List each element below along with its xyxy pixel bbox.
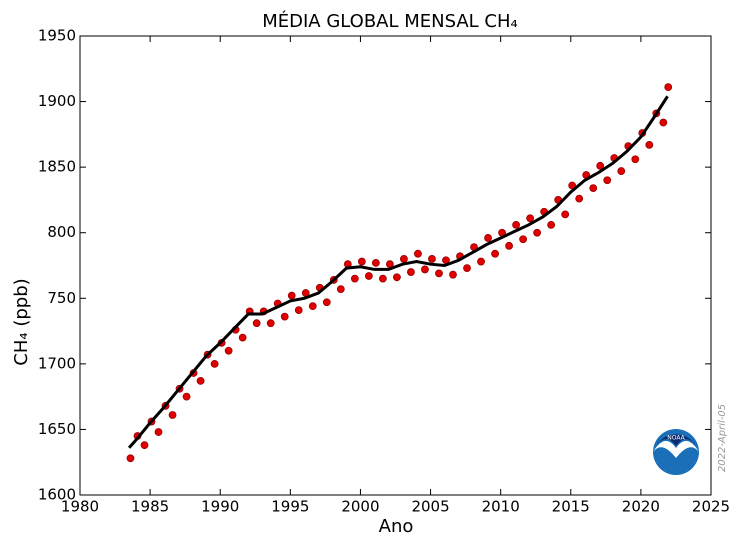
data-point (526, 214, 535, 223)
x-tick-label: 2000 (341, 498, 379, 516)
data-point (280, 312, 289, 321)
logo-top (656, 434, 696, 446)
x-tick-label: 1985 (131, 498, 169, 516)
logo-text: NOAA (667, 435, 685, 442)
y-tick-label: 1950 (38, 27, 76, 45)
data-point (449, 270, 457, 279)
data-point (182, 392, 191, 401)
data-point (645, 140, 654, 149)
x-tick-label: 2025 (692, 498, 730, 516)
data-point (463, 264, 471, 273)
data-point (308, 302, 317, 311)
data-point (603, 176, 612, 185)
data-point (168, 411, 177, 419)
date-stamp: 2022-April-05 (717, 404, 728, 472)
plot-frame (79, 35, 712, 496)
data-point (533, 228, 542, 237)
y-axis-label: CH₄ (ppb) (11, 278, 32, 365)
data-point (407, 268, 415, 276)
y-tick-label: 1650 (38, 420, 76, 438)
chart-title: MÉDIA GLOBAL MENSAL CH₄ (262, 10, 518, 32)
x-tick-label: 1995 (271, 498, 309, 516)
noaa-logo: NOAA (653, 429, 699, 475)
data-point (357, 257, 366, 266)
data-point (491, 249, 499, 258)
y-tick-label: 1700 (38, 354, 76, 372)
data-point (659, 118, 668, 127)
data-point (435, 269, 443, 278)
data-point (371, 258, 380, 267)
x-tick-label: 2015 (552, 498, 590, 516)
data-point (589, 184, 598, 193)
y-tick-label: 1850 (38, 158, 76, 176)
data-point (336, 285, 345, 294)
data-point (414, 249, 422, 258)
data-point (519, 235, 528, 244)
y-tick-label: 800 (47, 223, 76, 241)
data-point (484, 234, 492, 242)
data-point (126, 454, 135, 463)
data-point (196, 377, 205, 385)
data-point (294, 306, 303, 314)
data-point (140, 441, 149, 450)
data-point (428, 255, 436, 263)
data-point (350, 274, 359, 283)
data-point (266, 319, 275, 328)
data-point (210, 359, 219, 368)
x-axis-label: Ano (379, 516, 414, 537)
data-point (400, 255, 408, 263)
data-point (322, 298, 331, 307)
data-point (561, 210, 570, 219)
y-tick-label: 1600 (38, 486, 76, 504)
y-tick-label: 750 (47, 289, 76, 307)
data-point (477, 257, 485, 266)
y-tick-label: 1900 (38, 92, 76, 110)
data-point (512, 220, 520, 229)
data-point (421, 265, 429, 274)
data-point (238, 333, 247, 342)
data-point (154, 428, 163, 436)
data-point (596, 161, 605, 170)
x-tick-label: 1980 (61, 498, 99, 516)
x-tick-label: 2020 (622, 498, 660, 516)
data-point (547, 220, 556, 229)
data-point (393, 273, 401, 282)
data-point (287, 291, 296, 300)
data-point (664, 83, 673, 92)
x-tick-label: 2010 (482, 498, 520, 516)
data-point (617, 167, 626, 175)
data-point (631, 155, 640, 164)
data-point (505, 241, 513, 250)
data-point (575, 194, 584, 203)
data-point (224, 346, 233, 355)
data-point (378, 274, 387, 283)
data-point (252, 319, 261, 328)
x-tick-label: 2005 (411, 498, 449, 516)
trend-line (127, 95, 669, 449)
data-point (364, 272, 373, 280)
logo-bird (653, 440, 699, 458)
x-tick-label: 1990 (201, 498, 239, 516)
